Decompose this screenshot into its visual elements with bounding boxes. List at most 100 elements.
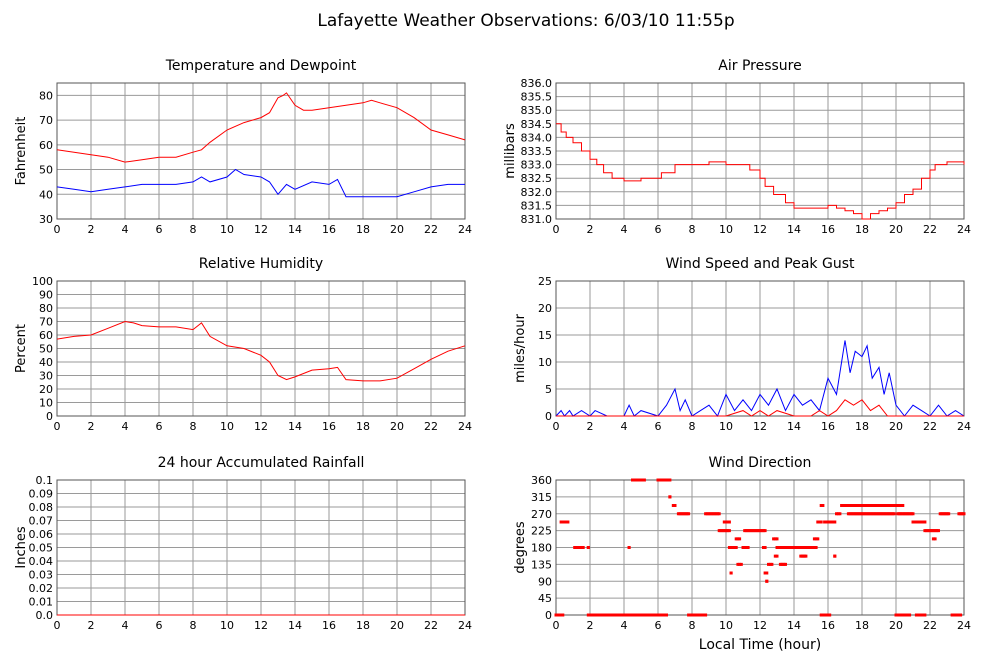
- x-tick-label: 10: [719, 619, 733, 632]
- direction-point: [761, 546, 765, 549]
- direction-point: [959, 613, 963, 617]
- direction-point: [714, 512, 718, 516]
- y-tick-label: 831.5: [521, 199, 553, 212]
- direction-plot-frame: [555, 479, 965, 616]
- direction-point: [923, 529, 927, 533]
- direction-point: [929, 529, 933, 533]
- direction-point: [802, 546, 806, 549]
- y-tick-label: 0.08: [29, 501, 54, 514]
- direction-point: [708, 512, 712, 516]
- direction-point: [729, 571, 733, 575]
- x-tick-label: 4: [122, 223, 129, 236]
- direction-point: [768, 562, 772, 566]
- direction-point: [716, 512, 720, 516]
- direction-point: [833, 554, 837, 558]
- temp-plot-frame: [56, 82, 466, 220]
- direction-point: [814, 537, 818, 541]
- direction-point: [763, 571, 767, 575]
- x-tick-label: 20: [390, 420, 404, 433]
- x-tick-label: 12: [254, 619, 268, 632]
- direction-point: [828, 613, 832, 617]
- direction-point: [739, 562, 743, 566]
- x-tick-label: 20: [889, 619, 903, 632]
- y-tick-label: 834.5: [521, 118, 553, 131]
- y-tick-label: 30: [39, 370, 53, 383]
- y-tick-label: 180: [531, 542, 552, 555]
- direction-point: [932, 529, 936, 533]
- x-tick-label: 18: [356, 223, 370, 236]
- x-tick-label: 16: [322, 223, 336, 236]
- y-tick-label: 225: [531, 525, 552, 538]
- y-tick-label: 270: [531, 508, 552, 521]
- y-tick-label: 0.01: [29, 596, 54, 609]
- y-tick-label: 135: [531, 558, 552, 571]
- y-tick-label: 50: [39, 164, 53, 177]
- direction-point: [799, 546, 803, 549]
- x-tick-label: 10: [719, 420, 733, 433]
- humidity-plot-frame: [56, 280, 466, 417]
- direction-point: [796, 546, 800, 549]
- direction-title: Wind Direction: [709, 455, 812, 471]
- direction-point: [566, 520, 570, 524]
- x-tick-label: 8: [190, 420, 197, 433]
- direction-point: [784, 562, 787, 566]
- direction-point: [798, 546, 802, 549]
- temp-title: Temperature and Dewpoint: [165, 58, 357, 74]
- humidity-title: Relative Humidity: [199, 256, 323, 272]
- direction-point: [642, 478, 646, 482]
- x-tick-label: 8: [689, 619, 696, 632]
- direction-point: [625, 613, 629, 617]
- pressure-plot-frame: [555, 82, 965, 220]
- y-tick-label: 0.02: [29, 582, 54, 595]
- x-tick-label: 8: [190, 619, 197, 632]
- direction-point: [908, 613, 912, 617]
- direction-point: [787, 546, 791, 549]
- x-tick-label: 0: [54, 420, 61, 433]
- y-tick-label: 0: [545, 609, 552, 622]
- direction-ylabel: degrees: [513, 521, 528, 574]
- y-tick-label: 70: [39, 114, 53, 127]
- x-tick-label: 20: [390, 223, 404, 236]
- x-tick-label: 12: [753, 619, 767, 632]
- x-tick-label: 24: [458, 223, 472, 236]
- x-tick-label: 0: [553, 223, 560, 236]
- x-tick-label: 14: [288, 420, 302, 433]
- x-tick-label: 22: [424, 420, 438, 433]
- direction-point: [838, 512, 842, 516]
- y-tick-label: 835.0: [521, 104, 553, 117]
- y-tick-label: 834.0: [521, 131, 553, 144]
- y-tick-label: 90: [39, 289, 53, 302]
- x-tick-label: 0: [54, 223, 61, 236]
- rain-title: 24 hour Accumulated Rainfall: [158, 455, 365, 471]
- x-tick-label: 2: [587, 420, 594, 433]
- direction-point: [586, 546, 590, 549]
- x-tick-label: 12: [254, 223, 268, 236]
- direction-point: [933, 537, 937, 541]
- direction-point: [668, 495, 672, 499]
- direction-point: [775, 537, 779, 541]
- x-tick-label: 24: [957, 619, 971, 632]
- x-axis-label: Local Time (hour): [699, 637, 821, 653]
- direction-point: [833, 520, 837, 524]
- direction-point: [581, 546, 585, 549]
- y-tick-label: 80: [39, 302, 53, 315]
- y-tick-label: 836.0: [521, 77, 553, 90]
- direction-point: [738, 562, 742, 566]
- x-tick-label: 2: [88, 619, 95, 632]
- humidity-series-0: [56, 320, 466, 382]
- x-tick-label: 18: [356, 420, 370, 433]
- direction-point: [765, 579, 769, 583]
- direction-point: [814, 546, 818, 549]
- direction-point: [738, 537, 742, 541]
- y-tick-label: 10: [538, 356, 552, 369]
- pressure-series-0: [556, 123, 965, 220]
- wind-ylabel: miles/hour: [513, 313, 528, 382]
- x-tick-label: 18: [356, 619, 370, 632]
- x-tick-label: 6: [655, 420, 662, 433]
- x-tick-label: 12: [753, 223, 767, 236]
